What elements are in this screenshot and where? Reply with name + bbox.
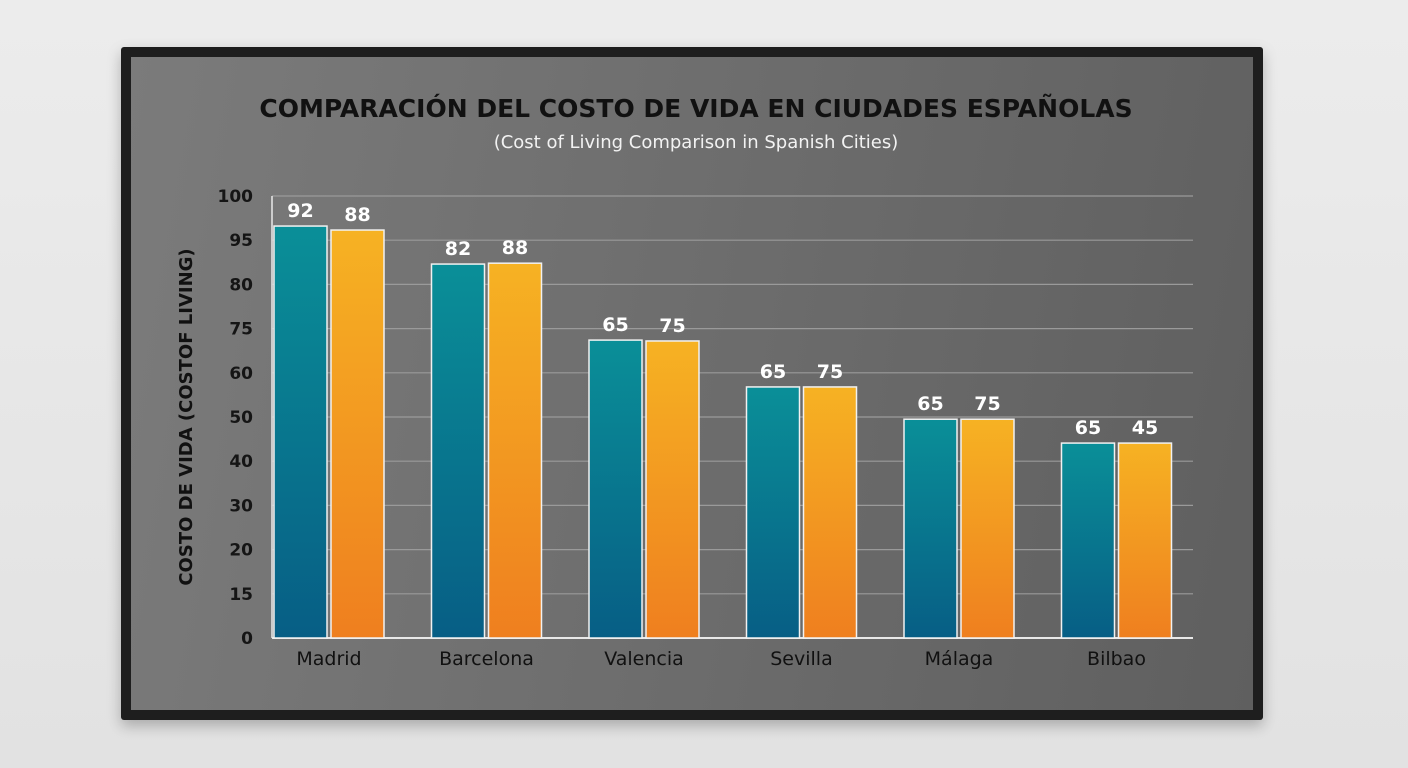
bar-sevilla-series-1 xyxy=(745,386,801,639)
bar-málaga-series-1 xyxy=(903,418,958,639)
x-tick-label: Málaga xyxy=(925,648,994,670)
data-label: 75 xyxy=(817,361,843,383)
chart-title: COMPARACIÓN DEL COSTO DE VIDA EN CIUDADE… xyxy=(259,93,1132,123)
x-tick-label: Barcelona xyxy=(439,648,534,670)
y-tick-label: 95 xyxy=(229,231,253,251)
data-label: 82 xyxy=(445,238,471,260)
y-tick-label: 0 xyxy=(241,629,253,649)
data-label: 65 xyxy=(917,393,943,415)
y-tick-label: 30 xyxy=(229,496,253,516)
y-tick-label: 20 xyxy=(229,541,253,561)
x-tick-label: Sevilla xyxy=(770,648,832,670)
y-tick-label: 75 xyxy=(229,320,253,340)
bar-madrid-series-2 xyxy=(330,229,385,639)
data-label: 75 xyxy=(974,393,1000,415)
x-tick-label: Bilbao xyxy=(1087,648,1146,670)
data-label: 88 xyxy=(502,237,528,259)
y-tick-label: 15 xyxy=(229,585,253,605)
bar-valencia-series-2 xyxy=(645,340,700,639)
x-tick-label: Valencia xyxy=(604,648,684,670)
y-axis-label: COSTO DE VIDA (COSTOF LIVING) xyxy=(176,248,197,585)
bar-bilbao-series-2 xyxy=(1117,442,1173,639)
y-tick-label: 100 xyxy=(218,187,254,207)
data-label: 65 xyxy=(1075,417,1101,439)
y-tick-label: 80 xyxy=(229,275,253,295)
data-label: 65 xyxy=(760,361,786,383)
bar-barcelona-series-2 xyxy=(487,262,543,639)
bar-madrid-series-1 xyxy=(273,225,328,639)
chart-subtitle: (Cost of Living Comparison in Spanish Ci… xyxy=(494,132,899,153)
bar-málaga-series-2 xyxy=(960,418,1015,639)
x-tick-label: Madrid xyxy=(296,648,361,670)
data-label: 65 xyxy=(602,314,628,336)
bar-bilbao-series-1 xyxy=(1060,442,1116,639)
bar-valencia-series-1 xyxy=(588,339,643,639)
y-tick-label: 50 xyxy=(229,408,253,428)
data-label: 75 xyxy=(659,315,685,337)
bar-barcelona-series-1 xyxy=(430,263,486,639)
data-label: 92 xyxy=(287,200,313,222)
y-tick-label: 40 xyxy=(229,452,253,472)
y-tick-label: 60 xyxy=(229,364,253,384)
data-label: 45 xyxy=(1132,417,1158,439)
data-label: 88 xyxy=(344,204,370,226)
bar-sevilla-series-2 xyxy=(802,386,858,639)
